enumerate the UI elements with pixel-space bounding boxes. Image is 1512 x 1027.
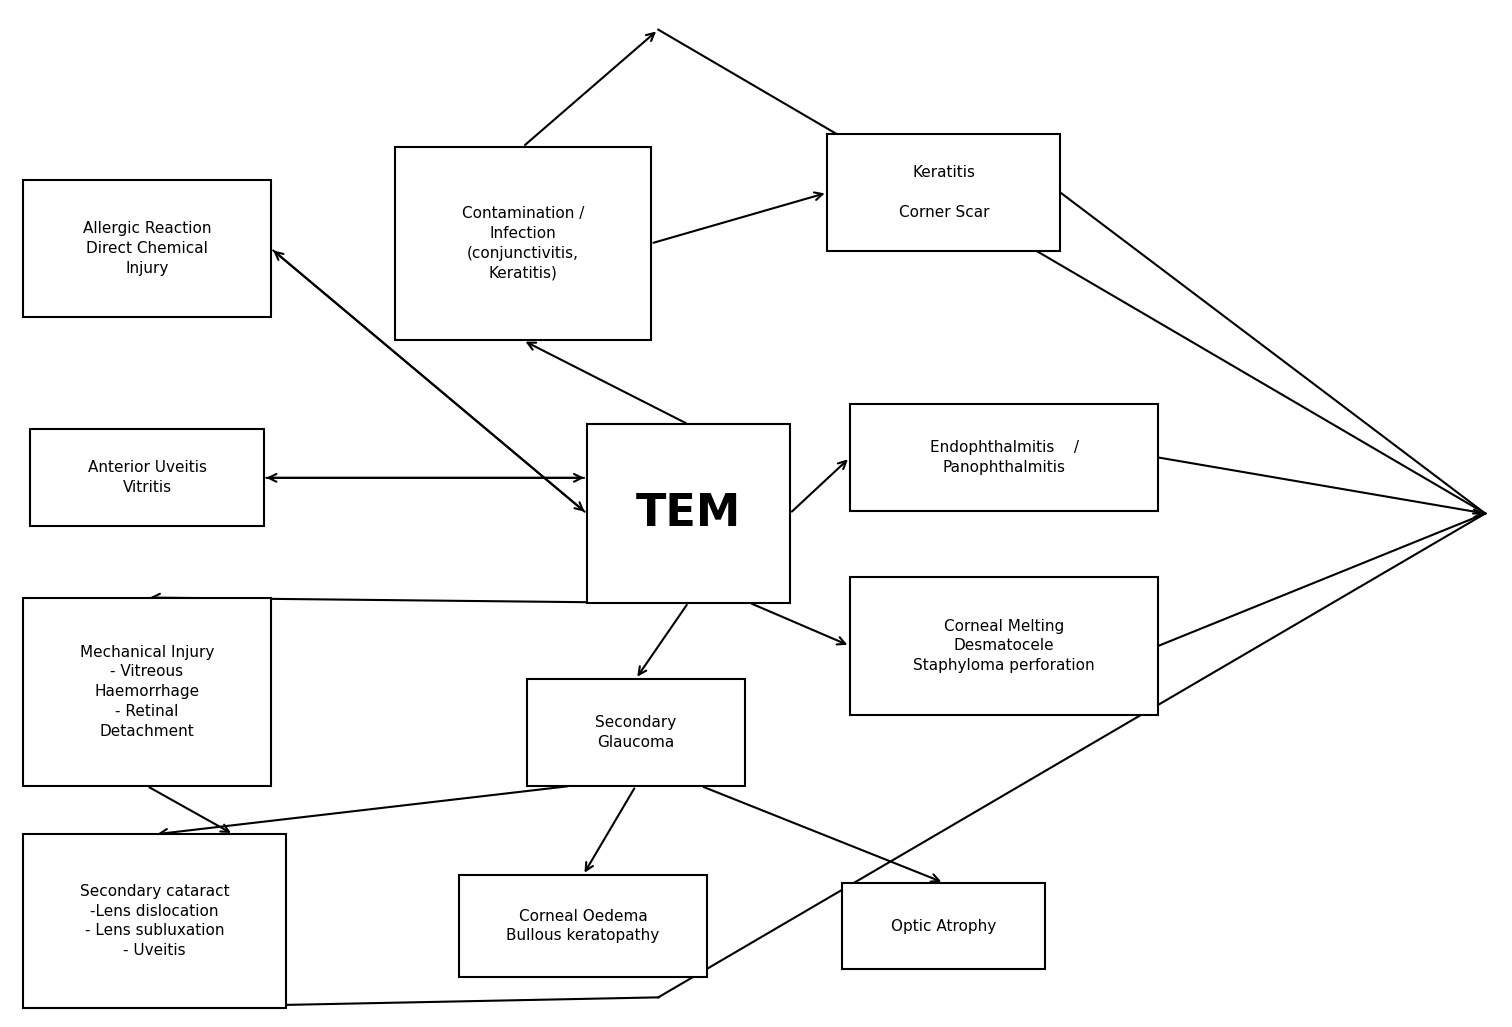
Text: Keratitis

Corner Scar: Keratitis Corner Scar: [898, 165, 989, 220]
Bar: [395, 147, 650, 340]
Text: Secondary cataract
-Lens dislocation
- Lens subluxation
- Uveitis: Secondary cataract -Lens dislocation - L…: [80, 884, 230, 958]
Text: TEM: TEM: [635, 492, 741, 535]
Bar: [526, 679, 745, 786]
Bar: [460, 875, 708, 977]
Bar: [23, 598, 271, 786]
Text: Endophthalmitis    /
Panophthalmitis: Endophthalmitis / Panophthalmitis: [930, 441, 1078, 474]
Bar: [587, 424, 789, 603]
Text: Secondary
Glaucoma: Secondary Glaucoma: [596, 715, 676, 750]
Text: Allergic Reaction
Direct Chemical
Injury: Allergic Reaction Direct Chemical Injury: [83, 222, 212, 276]
Text: Mechanical Injury
- Vitreous
Haemorrhage
- Retinal
Detachment: Mechanical Injury - Vitreous Haemorrhage…: [80, 645, 215, 738]
Text: Corneal Oedema
Bullous keratopathy: Corneal Oedema Bullous keratopathy: [507, 909, 659, 944]
Bar: [23, 180, 271, 317]
Bar: [23, 834, 286, 1007]
Text: Corneal Melting
Desmatocele
Staphyloma perforation: Corneal Melting Desmatocele Staphyloma p…: [913, 618, 1095, 674]
Text: Contamination /
Infection
(conjunctivitis,
Keratitis): Contamination / Infection (conjunctiviti…: [461, 206, 584, 280]
Bar: [850, 404, 1158, 511]
Text: Optic Atrophy: Optic Atrophy: [892, 918, 996, 934]
Bar: [850, 577, 1158, 715]
Bar: [30, 429, 263, 526]
Text: Anterior Uveitis
Vitritis: Anterior Uveitis Vitritis: [88, 460, 207, 495]
Bar: [842, 883, 1045, 969]
Bar: [827, 135, 1060, 252]
